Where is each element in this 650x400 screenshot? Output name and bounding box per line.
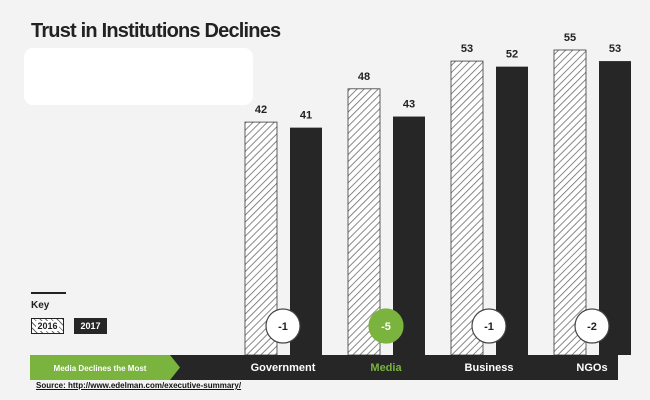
- key-swatch-2016: 2016: [31, 318, 64, 334]
- change-badge-government: [265, 308, 301, 344]
- value-label-media-2016: 48: [358, 71, 370, 83]
- change-badge-ngos: [574, 308, 610, 344]
- value-label-business-2017: 52: [506, 49, 518, 61]
- bar-ngos-2017: [599, 61, 631, 355]
- value-label-government-2017: 41: [300, 110, 312, 122]
- change-label-business: -1: [484, 321, 494, 333]
- blank-panel: [24, 48, 253, 105]
- value-label-business-2016: 53: [461, 43, 473, 55]
- value-label-media-2017: 43: [403, 99, 415, 111]
- key-label-2016: 2016: [36, 321, 59, 331]
- value-label-ngos-2017: 53: [609, 43, 621, 55]
- change-badge-media: [368, 308, 404, 344]
- category-label-media: Media: [370, 362, 402, 374]
- change-label-media: -5: [381, 321, 391, 333]
- chart-title: Trust in Institutions Declines: [31, 20, 281, 42]
- bar-media-2016: [347, 88, 381, 356]
- bar-business-2017: [496, 66, 528, 356]
- key-swatch-2017: 2017: [74, 318, 107, 334]
- category-label-business: Business: [465, 362, 514, 374]
- category-label-ngos: NGOs: [576, 362, 607, 374]
- change-label-government: -1: [278, 321, 288, 333]
- highlight-banner-label: Media Declines the Most: [54, 364, 147, 373]
- change-badge-business: [471, 308, 507, 344]
- key-divider: [31, 292, 66, 294]
- key-title: Key: [31, 300, 50, 311]
- bar-business-2016: [450, 60, 484, 356]
- category-label-government: Government: [251, 362, 316, 374]
- change-label-ngos: -2: [587, 321, 597, 333]
- bar-ngos-2016: [553, 49, 587, 356]
- value-label-ngos-2016: 55: [564, 32, 576, 44]
- highlight-banner: [30, 355, 180, 380]
- value-label-government-2016: 42: [255, 104, 267, 116]
- source-link[interactable]: Source: http://www.edelman.com/executive…: [36, 381, 242, 390]
- category-strip: [30, 355, 618, 380]
